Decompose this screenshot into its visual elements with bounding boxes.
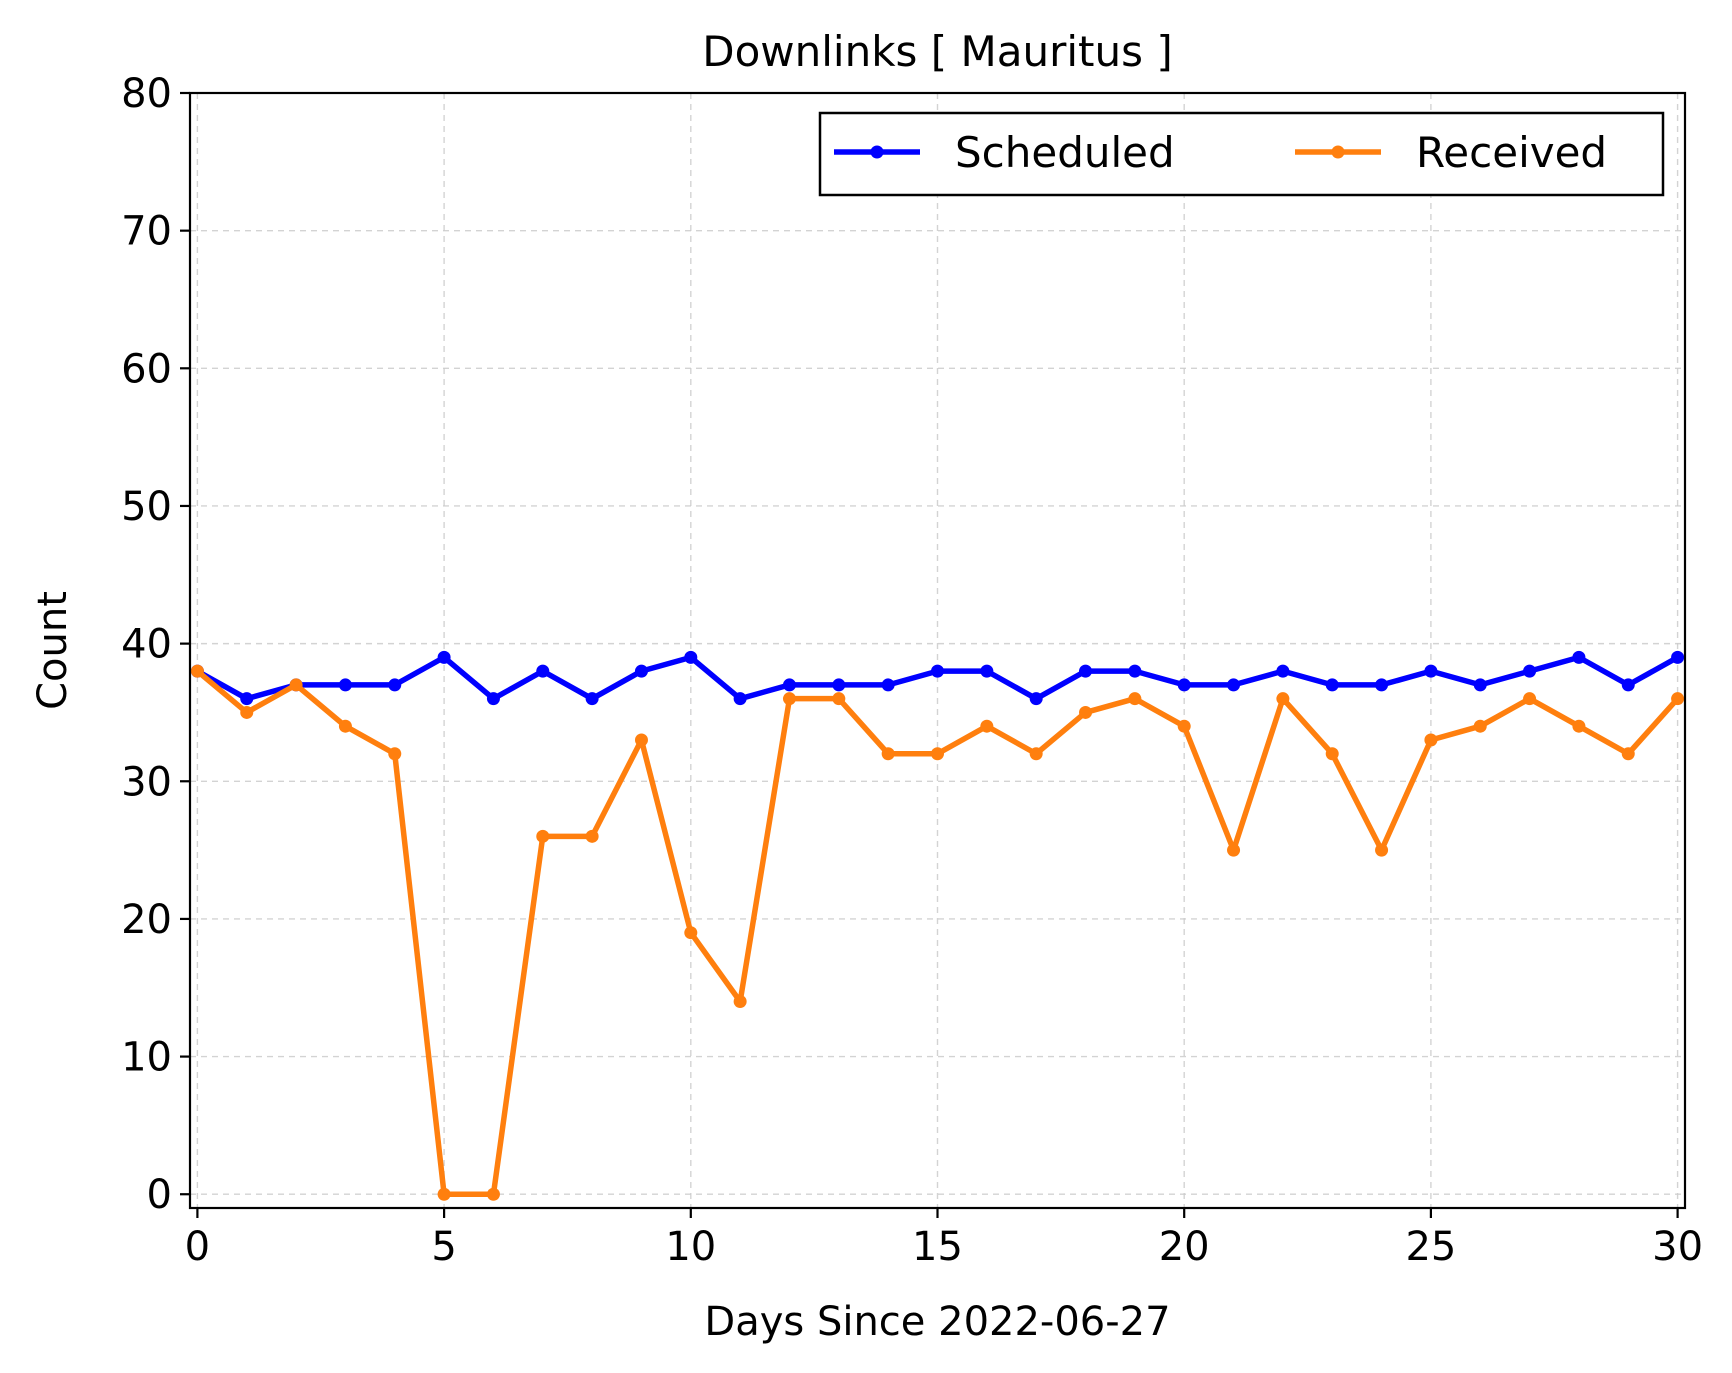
y-axis-label: Count [30, 591, 76, 710]
y-tick-label: 60 [121, 346, 172, 392]
data-point [1424, 733, 1438, 747]
chart-title: Downlinks [ Mauritus ] [702, 27, 1173, 76]
y-tick-label: 40 [121, 622, 172, 668]
data-point [1276, 664, 1290, 678]
data-point [388, 678, 402, 692]
data-point [338, 678, 352, 692]
data-point [733, 995, 747, 1009]
data-point [782, 678, 796, 692]
data-point [486, 692, 500, 706]
legend-marker [870, 145, 884, 159]
data-point [1029, 692, 1043, 706]
data-point [1227, 843, 1241, 857]
data-point [585, 829, 599, 843]
data-point [1523, 664, 1537, 678]
legend-marker [1331, 145, 1345, 159]
data-point [388, 747, 402, 761]
series-scheduled [190, 650, 1685, 706]
legend-box [818, 111, 1665, 197]
data-point [1029, 747, 1043, 761]
x-tick-label: 25 [1405, 1224, 1456, 1270]
data-point [1572, 719, 1586, 733]
data-point [240, 705, 254, 719]
data-point [684, 650, 698, 664]
x-tick-label: 30 [1652, 1224, 1703, 1270]
y-tick-label: 20 [121, 897, 172, 943]
data-point [1177, 678, 1191, 692]
data-point [1473, 719, 1487, 733]
data-point [240, 692, 254, 706]
data-point [1621, 678, 1635, 692]
data-point [931, 747, 944, 761]
data-point [1325, 678, 1339, 692]
data-point [1079, 664, 1093, 678]
legend-label: Received [1416, 128, 1607, 177]
data-point [437, 650, 451, 664]
data-point [1572, 650, 1586, 664]
data-point [1523, 692, 1537, 706]
data-point [289, 678, 303, 692]
y-tick-label: 70 [121, 209, 172, 255]
y-tick-label: 30 [121, 759, 172, 805]
data-point [684, 926, 698, 940]
legend: Scheduled Received [818, 111, 1665, 197]
data-point [980, 719, 994, 733]
data-point [1128, 692, 1142, 706]
data-point [634, 664, 648, 678]
data-point [881, 678, 895, 692]
data-point [486, 1187, 500, 1201]
y-tick-label: 10 [121, 1035, 172, 1081]
y-tick-label: 50 [121, 484, 172, 530]
x-axis-label: Days Since 2022-06-27 [704, 1299, 1170, 1345]
x-tick-label: 5 [431, 1224, 456, 1270]
data-point [1227, 678, 1241, 692]
data-point [1621, 747, 1635, 761]
data-point [1325, 747, 1339, 761]
data-point [1128, 664, 1142, 678]
data-point [1177, 719, 1191, 733]
series-group [190, 650, 1685, 1201]
data-point [634, 733, 648, 747]
data-point [1473, 678, 1487, 692]
data-point [1079, 705, 1093, 719]
x-tick-label: 15 [912, 1224, 963, 1270]
x-tick-label: 20 [1159, 1224, 1210, 1270]
data-point [980, 664, 994, 678]
x-tick-label: 0 [185, 1224, 210, 1270]
data-point [1671, 692, 1685, 706]
data-point [881, 747, 895, 761]
grid [190, 92, 1685, 1208]
data-point [1375, 843, 1389, 857]
y-tick-label: 80 [121, 71, 172, 117]
data-point [931, 664, 944, 678]
data-point [437, 1187, 451, 1201]
data-point [832, 692, 846, 706]
data-point [1424, 664, 1438, 678]
data-point [1671, 650, 1685, 664]
y-tick-label: 0 [147, 1172, 172, 1218]
data-point [1276, 692, 1290, 706]
data-point [1375, 678, 1389, 692]
data-point [585, 692, 599, 706]
data-point [190, 664, 204, 678]
data-point [733, 692, 747, 706]
data-point [782, 692, 796, 706]
x-tick-label: 10 [665, 1224, 716, 1270]
data-point [338, 719, 352, 733]
axis-ticks: 0 5 10 15 20 25 30 0 10 20 30 40 50 60 70 80 [121, 71, 1703, 1270]
data-point [832, 678, 846, 692]
data-point [536, 829, 550, 843]
series-received [190, 664, 1685, 1201]
legend-label: Scheduled [955, 128, 1175, 177]
data-point [536, 664, 550, 678]
